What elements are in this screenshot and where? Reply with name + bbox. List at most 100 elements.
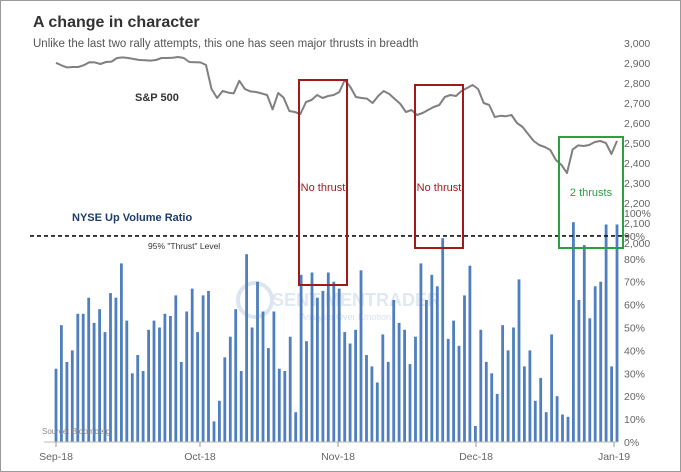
- x-tick-label: Oct-18: [184, 451, 216, 463]
- volume-bar: [321, 290, 325, 442]
- volume-bar: [163, 313, 167, 442]
- volume-bar: [305, 341, 308, 442]
- sp500-y-tick: 2,300: [624, 178, 650, 190]
- volume-bar: [419, 263, 423, 442]
- x-tick-label: Jan-19: [598, 451, 630, 463]
- volume-bar: [223, 357, 227, 442]
- volume-bar: [98, 309, 101, 442]
- watermark-logo-icon: [236, 281, 274, 319]
- volume-bar: [326, 272, 330, 442]
- chart-title: A change in character: [33, 14, 200, 31]
- volume-bar: [386, 361, 390, 442]
- watermark-text: SENTIMENTRADER: [272, 290, 440, 310]
- volume-bar: [506, 350, 510, 442]
- volume-bar: [103, 332, 107, 442]
- volume-bar: [130, 373, 134, 442]
- volume-bar: [136, 355, 140, 442]
- volume-bar: [109, 293, 112, 442]
- volume-bar: [147, 329, 150, 442]
- volume-series-label: NYSE Up Volume Ratio: [72, 212, 192, 224]
- y-axis-ticks: 3,000 2,900 2,800 2,700 2,600 2,500 2,400 2,300…: [624, 38, 651, 449]
- volume-bar: [414, 336, 417, 442]
- annotation-box: [298, 79, 348, 286]
- volume-bar: [212, 421, 216, 442]
- volume-bar: [60, 325, 63, 442]
- volume-bar: [81, 313, 85, 442]
- volume-y-tick: 90%: [624, 231, 645, 243]
- volume-y-tick: 40%: [624, 345, 645, 357]
- volume-bar: [261, 311, 265, 442]
- sp500-y-tick: 2,900: [624, 58, 650, 70]
- sp500-y-tick: 3,000: [624, 38, 650, 50]
- volume-bar: [196, 332, 199, 442]
- volume-bar: [435, 286, 439, 442]
- volume-bar: [566, 416, 570, 442]
- volume-bar: [403, 329, 406, 442]
- annotation-boxes: No thrust No thrust 2 thrusts: [298, 79, 624, 286]
- sp500-y-tick: 2,600: [624, 118, 650, 130]
- volume-bar: [375, 382, 379, 442]
- volume-bar: [277, 368, 281, 442]
- x-tick-label: Dec-18: [459, 451, 493, 463]
- sp500-y-tick: 2,200: [624, 198, 650, 210]
- volume-bar: [533, 400, 537, 442]
- volume-bar: [441, 238, 445, 442]
- volume-bar: [397, 322, 401, 442]
- volume-bar: [239, 371, 243, 442]
- volume-bar: [207, 290, 210, 442]
- volume-bar: [65, 361, 69, 442]
- volume-bar: [310, 272, 314, 442]
- volume-bar: [250, 327, 254, 442]
- volume-bar: [272, 311, 276, 442]
- volume-bar: [523, 366, 526, 442]
- volume-bar: [555, 396, 559, 442]
- volume-bar: [457, 345, 461, 442]
- volume-bar: [430, 274, 434, 442]
- volume-bar: [343, 332, 347, 442]
- chart-subtitle: Unlike the last two rally attempts, this…: [33, 38, 419, 50]
- volume-y-tick: 10%: [624, 414, 645, 426]
- volume-bar: [479, 329, 483, 442]
- volume-bar: [599, 281, 603, 442]
- volume-bar: [370, 366, 374, 442]
- volume-y-tick: 60%: [624, 300, 645, 312]
- volume-bar: [528, 350, 532, 442]
- sp500-y-tick: 2,400: [624, 158, 650, 170]
- volume-bar: [495, 393, 499, 442]
- volume-y-tick: 50%: [624, 323, 645, 335]
- watermark-subtext: Analysis Over Emotion: [300, 312, 391, 322]
- volume-bar: [425, 300, 428, 442]
- sp500-line-group: [55, 56, 618, 174]
- volume-bar: [348, 343, 352, 442]
- volume-bar: [392, 300, 396, 442]
- volume-bar: [158, 327, 161, 442]
- volume-y-tick: 80%: [624, 254, 645, 266]
- sp500-y-tick: 2,800: [624, 78, 650, 90]
- x-tick-label: Sep-18: [39, 451, 73, 463]
- volume-bar: [256, 281, 259, 442]
- volume-y-tick: 70%: [624, 277, 645, 289]
- volume-bar: [593, 286, 597, 442]
- sp500-line: [55, 56, 618, 174]
- volume-bar: [604, 224, 608, 442]
- volume-bar: [245, 254, 248, 442]
- annotation-box: [414, 84, 464, 249]
- volume-bar: [550, 334, 553, 442]
- volume-bar: [484, 361, 488, 442]
- volume-bar: [218, 400, 221, 442]
- volume-bar: [114, 297, 118, 442]
- volume-bar: [316, 297, 319, 442]
- volume-bar: [190, 288, 194, 442]
- volume-bar: [288, 336, 292, 442]
- volume-bar: [125, 320, 129, 442]
- volume-bar: [87, 297, 91, 442]
- volume-bar: [92, 322, 96, 442]
- x-tick-label: Nov-18: [321, 451, 355, 463]
- volume-bar: [408, 364, 412, 442]
- volume-bar: [512, 327, 515, 442]
- volume-bar: [267, 348, 270, 442]
- annotation-label: 2 thrusts: [570, 187, 613, 199]
- volume-bar: [337, 288, 341, 442]
- volume-y-tick: 100%: [624, 208, 651, 220]
- volume-bar: [474, 426, 477, 442]
